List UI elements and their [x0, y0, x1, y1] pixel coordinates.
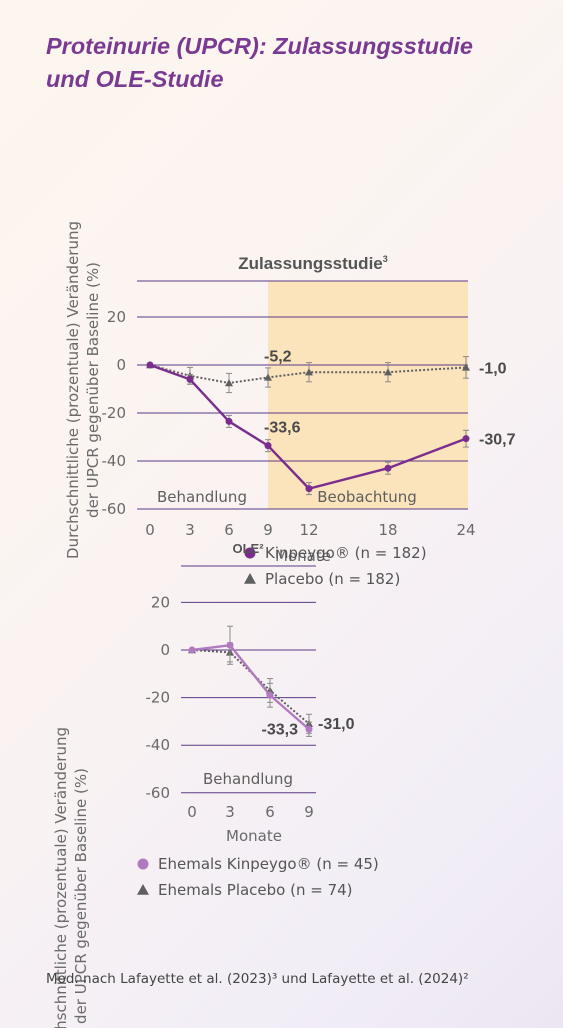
- data-point-kinpeygo: [266, 691, 274, 699]
- y-axis-label-line: der UPCR gegenüber Baseline (%): [72, 768, 90, 1024]
- page-title: Proteinurie (UPCR): Zulassungsstudie und…: [46, 30, 526, 96]
- x-tick-label: 6: [265, 803, 275, 821]
- data-point-kinpeygo: [225, 417, 233, 425]
- page-title-line-2: und OLE-Studie: [46, 66, 224, 92]
- y-tick-label: -40: [146, 736, 171, 754]
- legend-marker-circle: [244, 547, 256, 559]
- y-tick-label: 0: [116, 356, 126, 374]
- x-tick-label: 9: [304, 803, 314, 821]
- data-point-kinpeygo: [264, 442, 272, 450]
- legend-label: Ehemals Placebo (n = 74): [158, 881, 353, 899]
- x-tick-label: 18: [378, 521, 397, 539]
- observation-band: [268, 281, 468, 509]
- data-label: -33,6: [264, 420, 301, 437]
- series-line-kinpeygo: [191, 643, 310, 731]
- data-point-placebo: [384, 368, 392, 376]
- data-point-placebo: [225, 379, 233, 387]
- data-point-kinpeygo: [305, 485, 313, 493]
- y-tick-label: -60: [146, 784, 171, 802]
- region-label: Beobachtung: [317, 488, 417, 506]
- chart-zulassungsstudie: 20 0 -20 -40 -60 0 3 6 9 12 18 24 Monate Durchschnitt…: [64, 221, 516, 588]
- data-label: -31,0: [318, 716, 355, 733]
- data-point-placebo: [264, 373, 272, 381]
- x-tick-label: 6: [224, 521, 234, 539]
- chart-ole: 20 0 -20 -40 -60 0 3 6 9 Monate Durchschnittliche …: [52, 541, 379, 1028]
- y-tick-label: -20: [102, 404, 127, 422]
- chart-title-superscript: 3: [383, 254, 388, 264]
- data-point-placebo: [305, 368, 313, 376]
- legend-label: Ehemals Kinpeygo® (n = 45): [158, 855, 379, 873]
- legend-label: Kinpeygo® (n = 182): [265, 544, 427, 562]
- data-label: -5,2: [264, 348, 292, 365]
- x-tick-label: 12: [299, 521, 318, 539]
- y-tick-label: 0: [160, 641, 170, 659]
- data-point-kinpeygo: [188, 646, 196, 654]
- x-axis-label: Monate: [226, 827, 282, 845]
- data-point-kinpeygo: [226, 641, 234, 649]
- x-tick-label: 24: [456, 521, 475, 539]
- y-tick-label: 20: [107, 308, 126, 326]
- data-label: -30,7: [479, 432, 516, 449]
- footer-citation: Mod. nach Lafayette et al. (2023)³ und L…: [46, 971, 469, 987]
- y-axis-label-line: Durchschnittliche (prozentuale) Veränder…: [64, 221, 82, 559]
- page-title-line-1: Proteinurie (UPCR): Zulassungsstudie: [46, 33, 473, 59]
- x-tick-label: 0: [187, 803, 197, 821]
- chart-title: Zulassungsstudie3: [238, 254, 388, 273]
- data-point-placebo: [462, 363, 470, 371]
- region-label: Behandlung: [203, 770, 293, 788]
- y-tick-label: -40: [102, 452, 127, 470]
- x-tick-label: 3: [225, 803, 235, 821]
- x-tick-label: 9: [263, 521, 273, 539]
- x-tick-label: 0: [145, 521, 155, 539]
- data-point-kinpeygo: [384, 464, 392, 472]
- data-point-kinpeygo: [146, 361, 154, 369]
- y-tick-label: 20: [151, 593, 170, 611]
- y-axis-label-line: Durchschnittliche (prozentuale) Veränder…: [52, 727, 70, 1028]
- data-label: -33,3: [262, 721, 299, 738]
- legend-marker-circle: [137, 858, 149, 870]
- x-axis-label: Monate: [275, 547, 331, 565]
- data-point-kinpeygo: [305, 725, 313, 733]
- data-point-kinpeygo: [462, 435, 470, 443]
- legend-label: Placebo (n = 182): [265, 570, 400, 588]
- region-label: Behandlung: [157, 488, 247, 506]
- y-tick-label: -20: [146, 689, 171, 707]
- data-point-kinpeygo: [186, 375, 194, 383]
- chart-title: OLE²: [232, 541, 264, 556]
- data-label: -1,0: [479, 360, 507, 377]
- y-tick-label: -60: [102, 500, 127, 518]
- legend-marker-triangle: [244, 573, 256, 584]
- x-tick-label: 3: [185, 521, 195, 539]
- y-axis-label-line: der UPCR gegenüber Baseline (%): [84, 262, 102, 518]
- legend-marker-triangle: [137, 884, 149, 895]
- y-axis-label: Durchschnittliche (prozentuale) Veränder…: [64, 221, 102, 559]
- y-axis-label: Durchschnittliche (prozentuale) Veränder…: [52, 727, 90, 1028]
